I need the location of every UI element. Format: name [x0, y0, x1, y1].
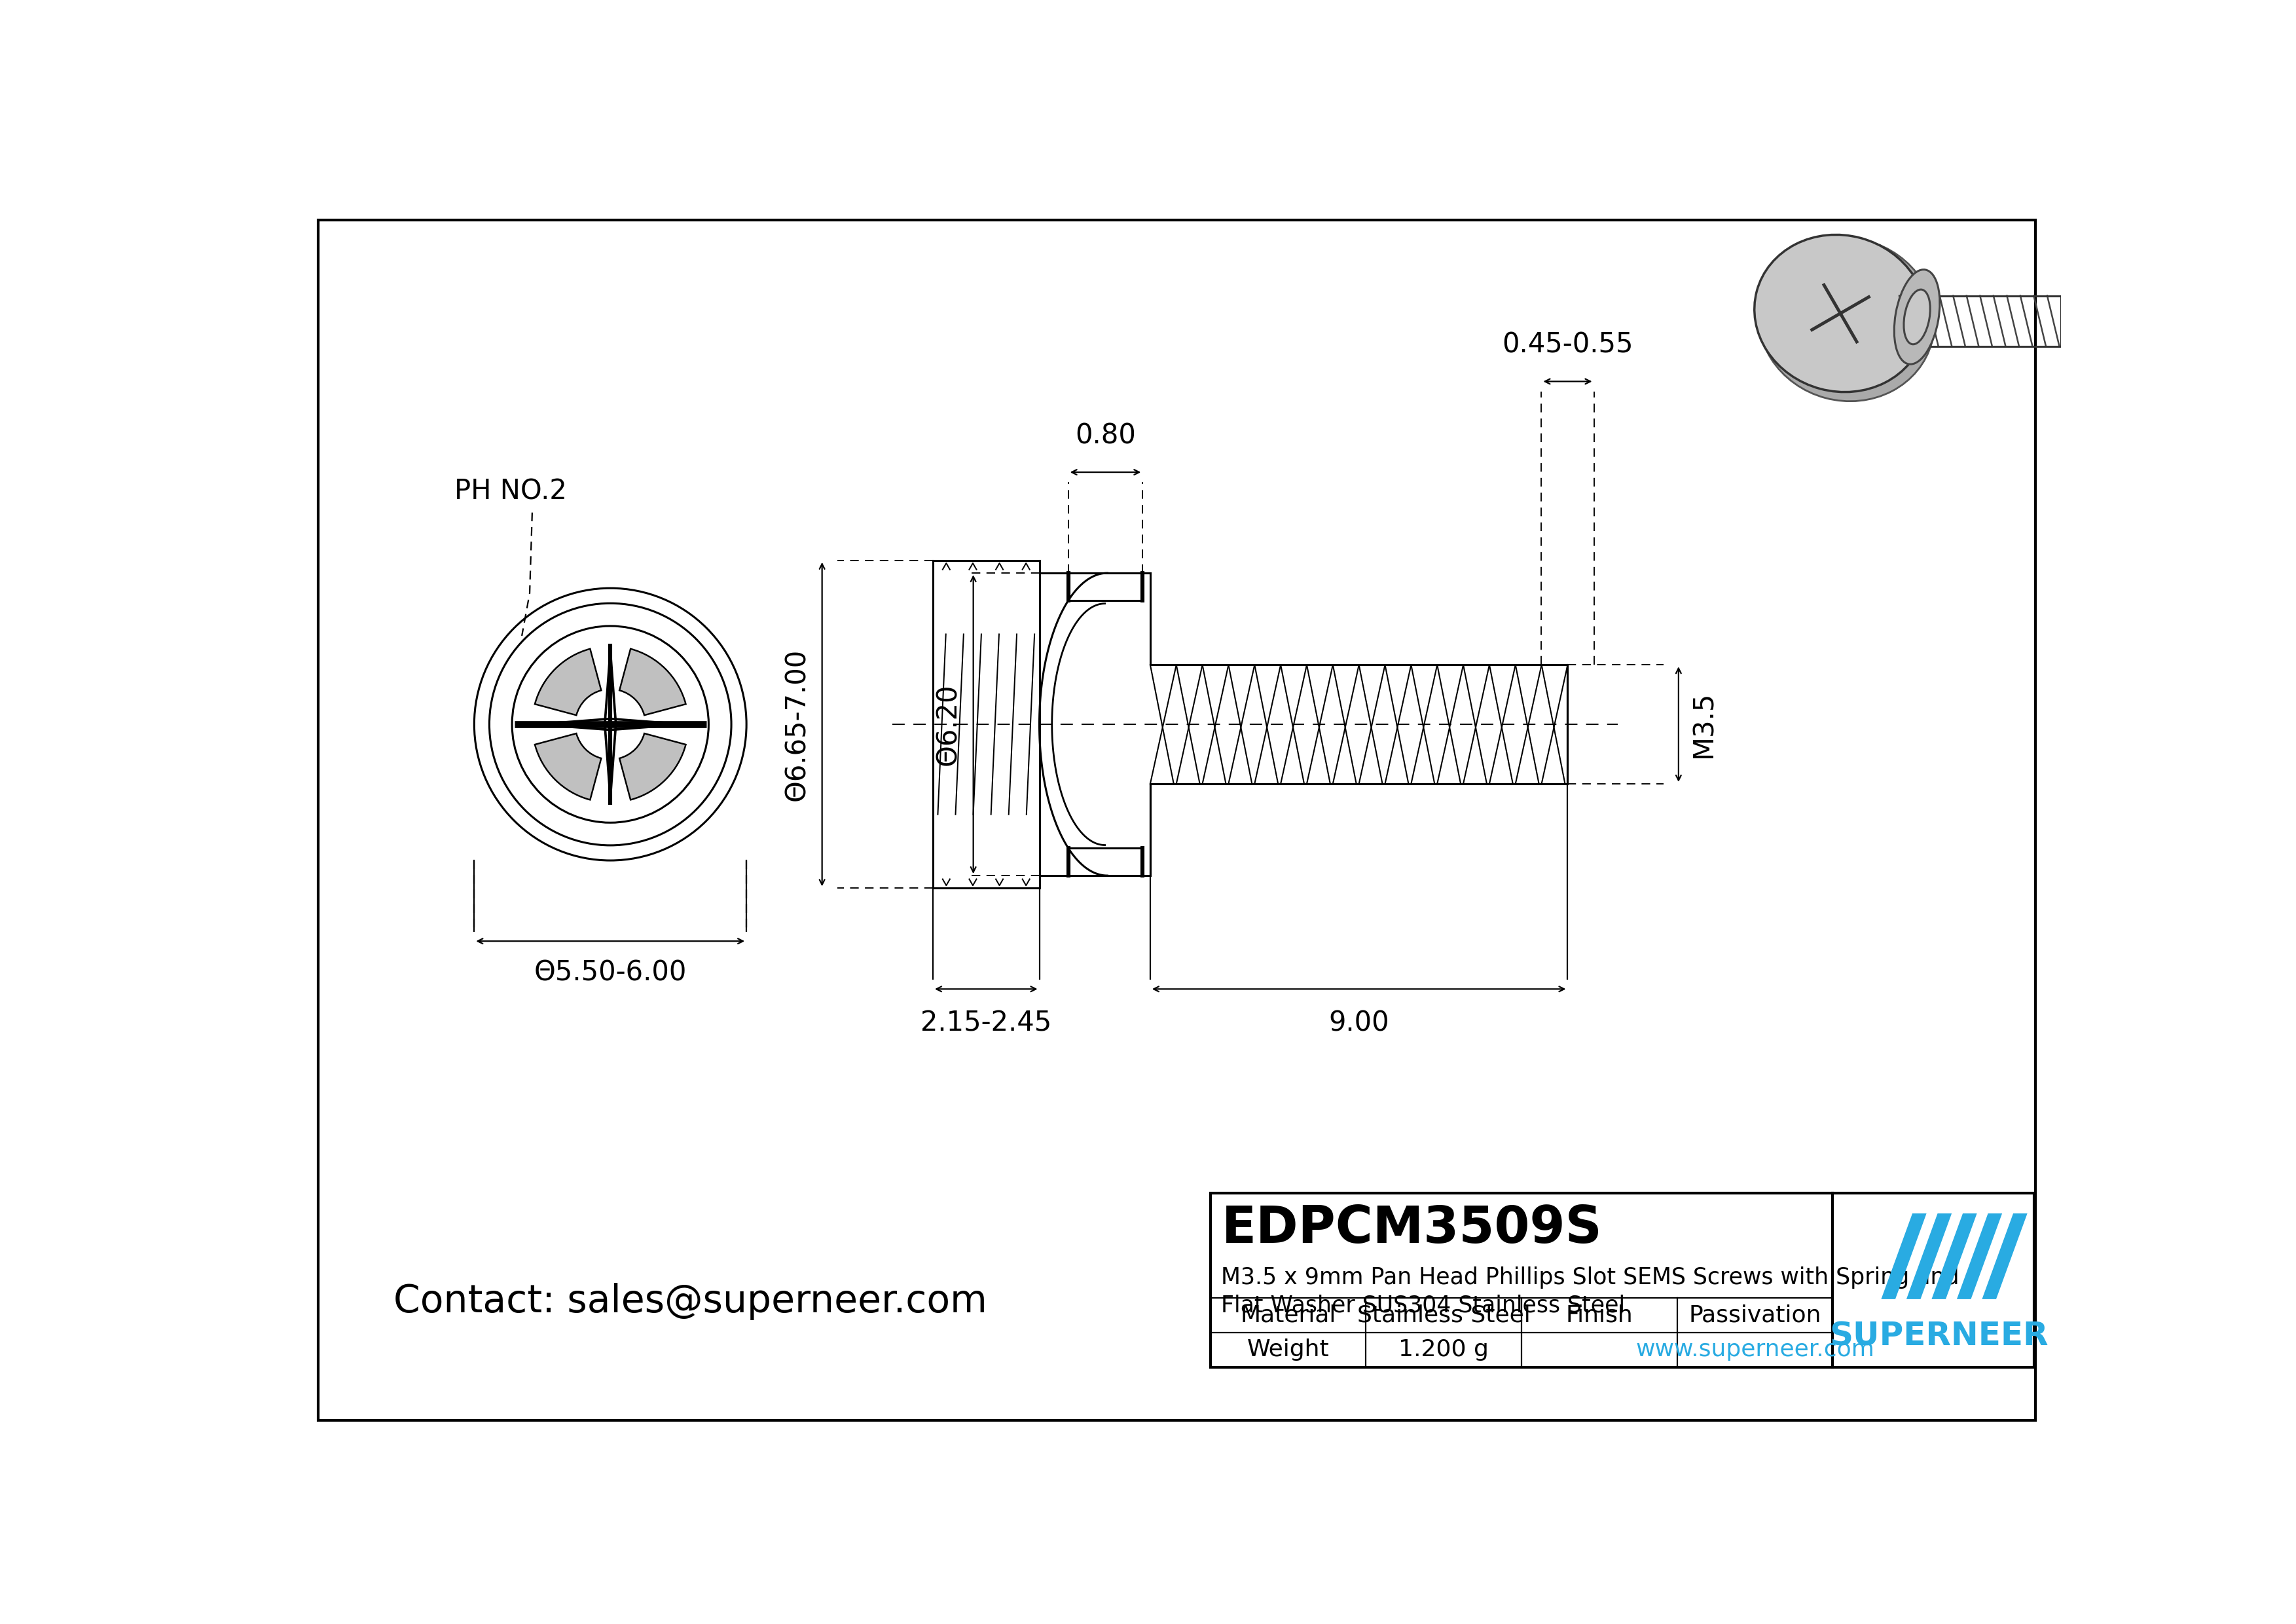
Polygon shape	[1880, 1213, 1926, 1299]
Text: M3.5 x 9mm Pan Head Phillips Slot SEMS Screws with Spring and: M3.5 x 9mm Pan Head Phillips Slot SEMS S…	[1221, 1267, 1958, 1288]
Text: SUPERNEER: SUPERNEER	[1830, 1320, 2048, 1353]
Wedge shape	[620, 734, 687, 799]
Ellipse shape	[1759, 237, 1936, 401]
Ellipse shape	[1754, 235, 1926, 391]
Wedge shape	[535, 650, 602, 715]
Text: 0.80: 0.80	[1075, 422, 1137, 450]
Polygon shape	[1906, 1213, 1952, 1299]
Wedge shape	[620, 650, 687, 715]
Text: Weight: Weight	[1247, 1338, 1329, 1361]
Text: Θ6.20: Θ6.20	[934, 684, 962, 765]
Text: Contact: sales@superneer.com: Contact: sales@superneer.com	[393, 1283, 987, 1320]
Text: Flat Washer SUS304 Stainless Steel: Flat Washer SUS304 Stainless Steel	[1221, 1294, 1626, 1317]
Ellipse shape	[1894, 270, 1940, 364]
Text: 9.00: 9.00	[1329, 1009, 1389, 1036]
Text: EDPCM3509S: EDPCM3509S	[1221, 1203, 1603, 1254]
Text: 1.200 g: 1.200 g	[1398, 1338, 1488, 1361]
Wedge shape	[535, 734, 602, 799]
Polygon shape	[1981, 1213, 2027, 1299]
Ellipse shape	[1903, 289, 1931, 344]
Text: www.superneer.com: www.superneer.com	[1635, 1338, 1874, 1361]
Text: Θ6.65-7.00: Θ6.65-7.00	[783, 648, 810, 801]
Text: Finish: Finish	[1566, 1304, 1632, 1327]
Text: Stainless Steel: Stainless Steel	[1357, 1304, 1531, 1327]
Bar	[1210, 1194, 2034, 1367]
Text: 0.45-0.55: 0.45-0.55	[1502, 331, 1632, 359]
Text: Θ5.50-6.00: Θ5.50-6.00	[535, 958, 687, 986]
Polygon shape	[1956, 1213, 2002, 1299]
Text: Passivation: Passivation	[1688, 1304, 1821, 1327]
Text: PH NO.2: PH NO.2	[455, 477, 567, 505]
Text: M3.5: M3.5	[1690, 690, 1717, 758]
Polygon shape	[1931, 1213, 1977, 1299]
Text: 2.15-2.45: 2.15-2.45	[921, 1009, 1052, 1036]
Text: Material: Material	[1240, 1304, 1336, 1327]
